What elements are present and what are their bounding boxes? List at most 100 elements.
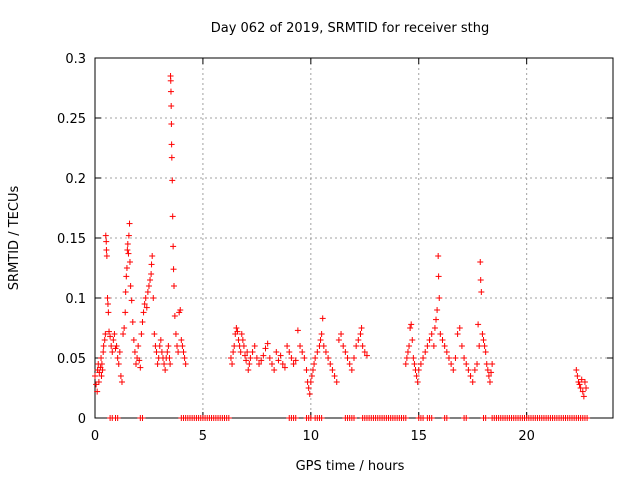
- data-point: [406, 343, 413, 349]
- data-point: [124, 241, 131, 247]
- data-point: [102, 331, 109, 337]
- data-point: [114, 355, 121, 361]
- data-point: [156, 343, 163, 349]
- data-point: [157, 337, 164, 343]
- data-point: [359, 343, 366, 349]
- y-tick-label: 0.05: [57, 352, 86, 367]
- data-point: [227, 355, 234, 361]
- y-tick-label: 0.3: [65, 52, 86, 67]
- data-point: [125, 232, 132, 239]
- data-point: [123, 273, 130, 280]
- data-point: [168, 103, 175, 109]
- data-point: [225, 415, 232, 421]
- data-point: [477, 259, 484, 265]
- data-point: [292, 415, 299, 421]
- x-tick-label: 20: [518, 429, 535, 444]
- data-point: [329, 367, 336, 373]
- data-point: [135, 343, 142, 349]
- data-point: [170, 283, 177, 289]
- data-point: [238, 331, 245, 337]
- data-point: [319, 315, 326, 322]
- data-point: [581, 379, 588, 385]
- y-tick-label: 0.25: [57, 112, 86, 127]
- data-point: [170, 266, 177, 273]
- data-point: [471, 367, 478, 373]
- data-point: [450, 367, 457, 373]
- data-point: [169, 213, 176, 220]
- data-point: [458, 343, 465, 349]
- data-point: [105, 309, 112, 316]
- data-point: [452, 355, 459, 361]
- data-point: [161, 361, 168, 367]
- data-point: [312, 355, 319, 361]
- data-point: [404, 349, 411, 355]
- data-point: [253, 355, 260, 361]
- data-point: [410, 355, 417, 361]
- data-point: [125, 250, 132, 257]
- data-point: [465, 367, 472, 373]
- data-point: [181, 355, 188, 361]
- data-point: [318, 331, 325, 337]
- data-point: [407, 325, 414, 331]
- data-point: [279, 361, 286, 367]
- data-point: [122, 309, 129, 316]
- data-point: [320, 343, 327, 349]
- data-point: [268, 361, 275, 367]
- data-point: [127, 283, 134, 289]
- data-point: [123, 265, 130, 271]
- data-point: [111, 331, 118, 337]
- data-point: [346, 361, 353, 367]
- data-point: [98, 361, 105, 367]
- data-point: [182, 361, 189, 367]
- data-point: [439, 337, 446, 343]
- data-point: [142, 295, 149, 301]
- data-points: [92, 73, 591, 421]
- data-point: [139, 415, 146, 421]
- data-point: [443, 415, 450, 421]
- data-point: [463, 361, 470, 367]
- data-point: [242, 352, 249, 359]
- data-point: [108, 343, 115, 349]
- data-point: [124, 247, 131, 253]
- data-point: [348, 367, 355, 373]
- data-point: [115, 361, 122, 367]
- data-point: [266, 355, 273, 361]
- data-point: [103, 253, 110, 259]
- data-point: [249, 349, 256, 355]
- data-point: [130, 337, 137, 343]
- data-point: [436, 295, 443, 301]
- data-point: [428, 331, 435, 337]
- data-point: [327, 361, 334, 367]
- data-point: [441, 343, 448, 349]
- data-point: [164, 349, 171, 355]
- data-point: [96, 369, 103, 376]
- data-point: [237, 349, 244, 355]
- data-point: [325, 355, 332, 361]
- x-tick-label: 0: [91, 429, 99, 444]
- data-point: [461, 355, 468, 361]
- data-point: [104, 295, 111, 301]
- data-point: [307, 379, 314, 385]
- data-point: [292, 357, 299, 364]
- data-point: [409, 337, 416, 343]
- data-point: [172, 331, 179, 337]
- data-point: [141, 301, 148, 307]
- data-point: [148, 261, 155, 268]
- data-point: [231, 343, 238, 349]
- data-point: [294, 327, 301, 334]
- data-point: [230, 349, 237, 355]
- y-tick-label: 0.2: [65, 172, 86, 187]
- data-point: [403, 355, 410, 361]
- data-point: [286, 349, 293, 355]
- x-tick-label: 15: [410, 429, 427, 444]
- data-point: [234, 328, 241, 335]
- data-point: [344, 355, 351, 361]
- data-point: [434, 307, 441, 313]
- data-point: [474, 361, 481, 367]
- data-point: [133, 361, 140, 367]
- data-point: [137, 364, 144, 371]
- data-point: [174, 343, 181, 349]
- data-point: [103, 238, 110, 245]
- data-point: [417, 361, 424, 367]
